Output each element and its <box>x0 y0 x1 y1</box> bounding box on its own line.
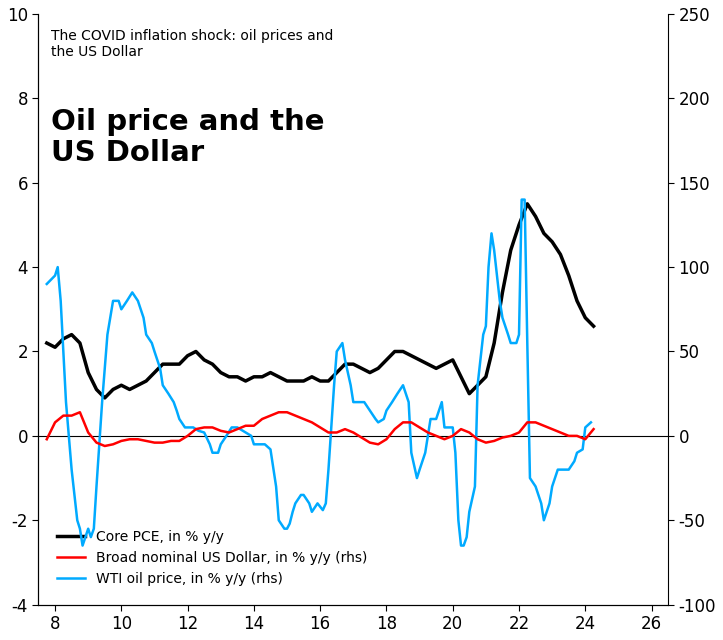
Text: Oil price and the
US Dollar: Oil price and the US Dollar <box>51 108 325 166</box>
Text: The COVID inflation shock: oil prices and
the US Dollar: The COVID inflation shock: oil prices an… <box>51 29 333 59</box>
Legend: Core PCE, in % y/y, Broad nominal US Dollar, in % y/y (rhs), WTI oil price, in %: Core PCE, in % y/y, Broad nominal US Dol… <box>52 525 373 592</box>
